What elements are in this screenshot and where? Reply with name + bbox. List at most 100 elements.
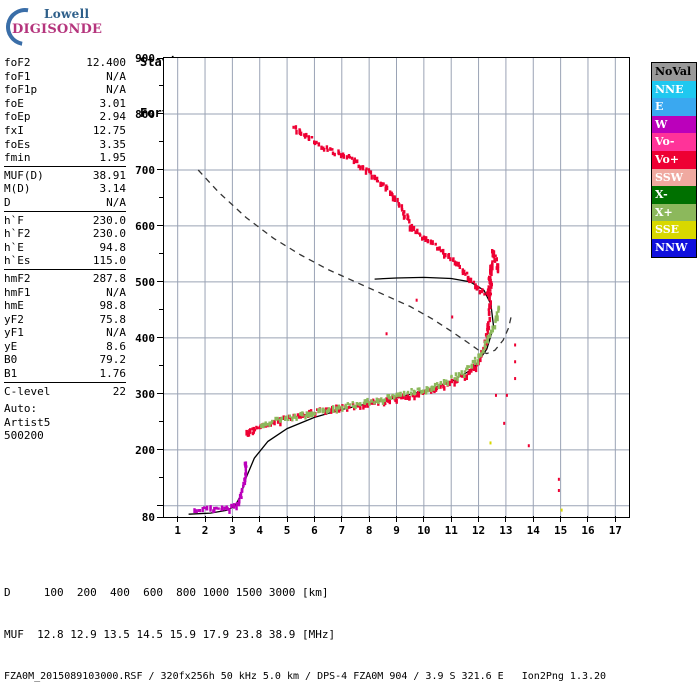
legend-item-e[interactable]: E — [652, 98, 696, 116]
param-value: N/A — [106, 83, 126, 97]
param-key: fxI — [4, 123, 24, 137]
x-axis-tick — [231, 516, 233, 522]
param-value: 3.14 — [99, 182, 127, 196]
x-axis-tick — [204, 516, 206, 522]
y-axis-tick — [157, 516, 163, 518]
param-key: yF2 — [4, 312, 24, 326]
param-value: 1.76 — [99, 367, 127, 381]
param-key: h`Es — [4, 254, 31, 268]
param-row: foF2 12.400 — [4, 56, 126, 70]
param-group: hmF2 287.8 hmF1 N/A hmE 98.8 yF2 75.8 yF1 N/A yE 8.… — [4, 272, 126, 383]
legend-item-sse[interactable]: SSE — [652, 221, 696, 239]
x-axis-tick — [560, 516, 562, 522]
param-key: foF1p — [4, 83, 38, 97]
y-axis-label: 80 — [141, 511, 155, 524]
ionogram-plot-frame[interactable] — [163, 57, 630, 518]
ionogram-plot[interactable]: 80 200 300 400 500 600 700 800 900 1 2 3 4 5 6 7 8 9 10 11 1… — [135, 53, 630, 536]
ionogram-canvas — [164, 58, 629, 517]
param-key: hmF2 — [4, 271, 31, 285]
legend-item-nnw[interactable]: NNW — [652, 238, 696, 257]
auto-scaler-info: Auto: Artist5 500200 — [4, 402, 126, 443]
y-axis-tick — [157, 169, 163, 171]
param-key: foE — [4, 96, 24, 110]
param-key: hmF1 — [4, 285, 31, 299]
y-axis-minor-tick — [159, 421, 163, 423]
param-value: 22 — [112, 384, 126, 398]
y-axis-minor-tick — [159, 477, 163, 479]
param-key: h`F — [4, 213, 24, 227]
y-axis-label: 900 — [135, 52, 155, 65]
legend-item-noval[interactable]: NoVal — [652, 63, 696, 81]
param-group: foF2 12.400 foF1 N/A foF1p N/A foE 3.01 foEp 2.94… — [4, 56, 126, 167]
param-key: fmin — [4, 151, 31, 165]
param-row: foE 3.01 — [4, 97, 126, 111]
param-key: MUF(D) — [4, 168, 44, 182]
param-key: C-level — [4, 384, 51, 398]
auto-line: Auto: — [4, 402, 38, 416]
param-row: B1 1.76 — [4, 367, 126, 381]
x-axis-label: 14 — [526, 524, 540, 537]
param-value: N/A — [106, 285, 126, 299]
x-axis-label: 17 — [608, 524, 622, 537]
x-axis-tick — [368, 516, 370, 522]
param-key: yF1 — [4, 326, 24, 340]
y-axis-minor-tick — [159, 197, 163, 199]
param-value: 8.6 — [106, 339, 126, 353]
param-key: hmE — [4, 299, 24, 313]
x-axis-tick — [614, 516, 616, 522]
legend-item-vo-[interactable]: Vo- — [652, 133, 696, 151]
x-axis-label: 16 — [581, 524, 595, 537]
lowell-digisonde-logo: Lowell DIGISONDE — [0, 0, 124, 54]
param-row: C-level 22 — [4, 385, 126, 399]
legend-item-x-[interactable]: X- — [652, 186, 696, 204]
x-axis-tick — [532, 516, 534, 522]
param-value: 38.91 — [92, 168, 126, 182]
legend-item-ssw[interactable]: SSW — [652, 168, 696, 187]
footer-info: D 100 200 400 600 800 1000 1500 3000 [km… — [4, 558, 698, 698]
param-value: 12.75 — [92, 123, 126, 137]
legend-item-vo-[interactable]: Vo+ — [652, 150, 696, 169]
footer-file-row: FZA0M_2015089103000.RSF / 320fx256h 50 k… — [4, 671, 607, 682]
param-row: foEs 3.35 — [4, 138, 126, 152]
y-axis-label: 700 — [135, 163, 155, 177]
param-value: 230.0 — [92, 213, 126, 227]
param-row: fxI 12.75 — [4, 124, 126, 138]
polarization-legend[interactable]: NoVal NNE E W Vo- Vo+ SSW X- X+ SSE NNW — [651, 62, 697, 258]
logo-brand-bottom: DIGISONDE — [12, 22, 103, 37]
param-key: foEs — [4, 137, 31, 151]
y-axis-minor-tick — [159, 253, 163, 255]
y-axis-minor-tick — [159, 309, 163, 311]
param-key: B0 — [4, 353, 18, 367]
x-axis-label: 1 — [174, 524, 181, 537]
footer-distance-row: D 100 200 400 600 800 1000 1500 3000 [km… — [4, 586, 329, 599]
x-axis-label: 2 — [201, 524, 209, 537]
x-axis-label: 8 — [365, 524, 373, 537]
y-axis-tick — [157, 281, 163, 283]
logo-brand-top: Lowell — [44, 7, 90, 21]
param-row: foEp 2.94 — [4, 110, 126, 124]
x-axis-label: 13 — [499, 524, 513, 537]
x-axis-tick — [505, 516, 507, 522]
param-row: hmF1 N/A — [4, 286, 126, 300]
param-group: h`F 230.0 h`F2 230.0 h`E 94.8 h`Es 115.0 — [4, 214, 126, 270]
param-row: foF1p N/A — [4, 83, 126, 97]
legend-item-w[interactable]: W — [652, 115, 696, 134]
x-axis-label: 10 — [417, 524, 431, 537]
param-row: yF1 N/A — [4, 326, 126, 340]
param-value: 98.8 — [99, 299, 127, 313]
param-row: h`Es 115.0 — [4, 254, 126, 268]
y-axis-tick — [157, 57, 163, 59]
y-axis-tick — [157, 505, 163, 507]
param-key: h`E — [4, 240, 24, 254]
x-axis-label: 9 — [393, 524, 400, 537]
param-value: 75.8 — [99, 312, 127, 326]
auto-line: 500200 — [4, 429, 44, 443]
legend-item-x-[interactable]: X+ — [652, 203, 696, 222]
footer-muf-row: MUF 12.8 12.9 13.5 14.5 15.9 17.9 23.8 3… — [4, 628, 336, 641]
x-axis-tick — [423, 516, 425, 522]
param-value: 94.8 — [99, 240, 127, 254]
y-axis-tick — [157, 393, 163, 395]
legend-item-nne[interactable]: NNE — [652, 80, 696, 99]
param-group: MUF(D) 38.91 M(D) 3.14 D N/A — [4, 169, 126, 212]
y-axis-label: 300 — [135, 387, 155, 401]
